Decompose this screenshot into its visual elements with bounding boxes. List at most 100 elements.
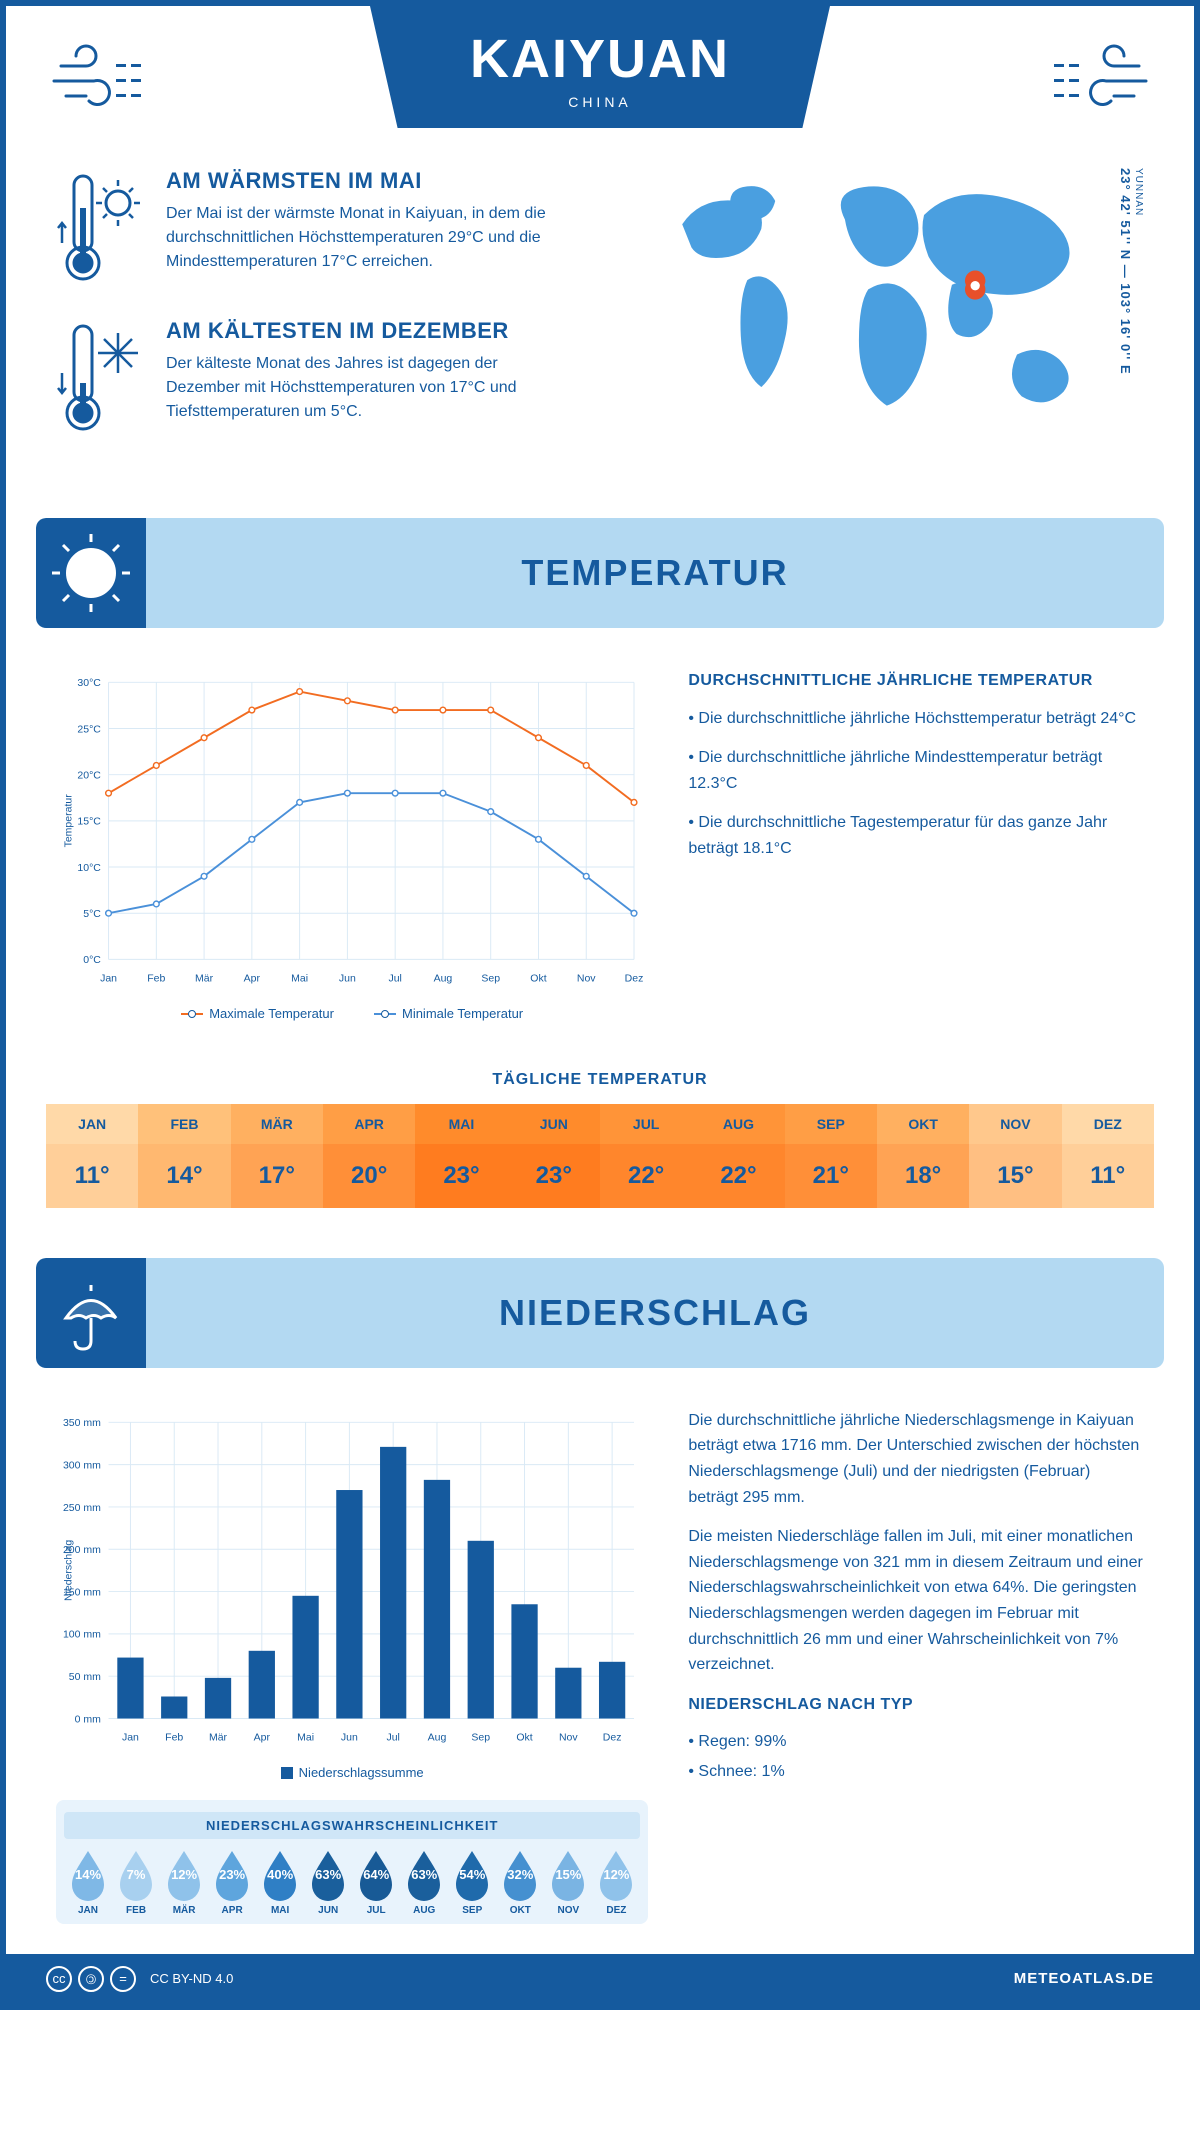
svg-text:Nov: Nov [577, 972, 596, 984]
temperature-text: DURCHSCHNITTLICHE JÄHRLICHE TEMPERATUR •… [688, 668, 1144, 1021]
svg-text:Temperatur: Temperatur [62, 794, 74, 848]
infographic-container: KAIYUAN CHINA [0, 0, 1200, 2010]
precip-bytype-heading: NIEDERSCHLAG NACH TYP [688, 1692, 1144, 1718]
temperature-row: 0°C5°C10°C15°C20°C25°C30°CJanFebMärAprMa… [6, 658, 1194, 1051]
daily-cell: JAN 11° [46, 1104, 138, 1208]
precip-p2: Die meisten Niederschläge fallen im Juli… [688, 1524, 1144, 1678]
region-label: YUNNAN [1133, 168, 1144, 367]
svg-text:Jun: Jun [339, 972, 356, 984]
svg-text:Sep: Sep [481, 972, 500, 984]
header: KAIYUAN CHINA [6, 6, 1194, 148]
wind-icon-left [46, 36, 166, 116]
temp-legend: Maximale Temperatur Minimale Temperatur [56, 1006, 648, 1021]
facts-column: AM WÄRMSTEN IM MAI Der Mai ist der wärms… [56, 168, 605, 468]
prob-cell: 7% FEB [112, 1849, 160, 1916]
daily-cell: FEB 14° [138, 1104, 230, 1208]
prob-cell: 12% MÄR [160, 1849, 208, 1916]
prob-cell: 14% JAN [64, 1849, 112, 1916]
site-name: METEOATLAS.DE [1014, 1970, 1154, 1987]
svg-text:Aug: Aug [428, 1731, 447, 1743]
svg-text:Okt: Okt [530, 972, 546, 984]
temp-bullet-1: • Die durchschnittliche jährliche Höchst… [688, 706, 1144, 732]
svg-text:Nov: Nov [559, 1731, 578, 1743]
svg-text:Mai: Mai [291, 972, 308, 984]
svg-text:250 mm: 250 mm [63, 1502, 101, 1514]
coordinates: YUNNAN 23° 42' 51'' N — 103° 16' 0'' E [1118, 168, 1144, 375]
umbrella-icon-box [36, 1258, 146, 1368]
svg-text:5°C: 5°C [83, 908, 101, 920]
daily-cell: JUN 23° [508, 1104, 600, 1208]
prob-cell: 12% DEZ [592, 1849, 640, 1916]
umbrella-icon [51, 1273, 131, 1353]
world-map [645, 168, 1110, 448]
legend-min: Minimale Temperatur [374, 1006, 523, 1021]
svg-text:10°C: 10°C [77, 862, 101, 874]
temperature-heading: TEMPERATUR [146, 552, 1164, 594]
coldest-fact: AM KÄLTESTEN IM DEZEMBER Der kälteste Mo… [56, 318, 605, 438]
svg-text:Mär: Mär [209, 1731, 228, 1743]
daily-cell: APR 20° [323, 1104, 415, 1208]
svg-text:30°C: 30°C [77, 677, 101, 689]
svg-text:Jan: Jan [122, 1731, 139, 1743]
cc-icon: cc [46, 1966, 72, 1992]
precipitation-chart: 0 mm50 mm100 mm150 mm200 mm250 mm300 mm3… [56, 1408, 648, 1924]
svg-text:Dez: Dez [603, 1731, 622, 1743]
daily-cell: DEZ 11° [1062, 1104, 1154, 1208]
title-banner: KAIYUAN CHINA [370, 6, 830, 128]
temperature-chart: 0°C5°C10°C15°C20°C25°C30°CJanFebMärAprMa… [56, 668, 648, 1021]
precipitation-row: 0 mm50 mm100 mm150 mm200 mm250 mm300 mm3… [6, 1398, 1194, 1954]
prob-cell: 23% APR [208, 1849, 256, 1916]
legend-max: Maximale Temperatur [181, 1006, 334, 1021]
precip-snow: • Schnee: 1% [688, 1759, 1144, 1785]
daily-temp-strip: JAN 11° FEB 14° MÄR 17° APR 20° MAI 23° … [46, 1104, 1154, 1208]
coldest-text: Der kälteste Monat des Jahres ist dagege… [166, 352, 546, 424]
svg-text:Okt: Okt [516, 1731, 532, 1743]
nd-icon: = [110, 1966, 136, 1992]
thermometer-cold-icon [56, 318, 146, 438]
daily-cell: MAI 23° [415, 1104, 507, 1208]
facts-row: AM WÄRMSTEN IM MAI Der Mai ist der wärms… [6, 148, 1194, 508]
precip-p1: Die durchschnittliche jährliche Niedersc… [688, 1408, 1144, 1510]
probability-title: NIEDERSCHLAGSWAHRSCHEINLICHKEIT [64, 1812, 640, 1839]
country-name: CHINA [470, 94, 730, 110]
precip-legend: Niederschlagssumme [56, 1765, 648, 1780]
svg-text:50 mm: 50 mm [69, 1671, 101, 1683]
svg-text:100 mm: 100 mm [63, 1629, 101, 1641]
prob-cell: 63% JUN [304, 1849, 352, 1916]
svg-text:Dez: Dez [625, 972, 644, 984]
daily-cell: AUG 22° [692, 1104, 784, 1208]
coldest-title: AM KÄLTESTEN IM DEZEMBER [166, 318, 546, 344]
daily-cell: MÄR 17° [231, 1104, 323, 1208]
svg-text:0 mm: 0 mm [75, 1713, 102, 1725]
svg-text:Aug: Aug [434, 972, 453, 984]
svg-text:Apr: Apr [244, 972, 261, 984]
legend-precip: Niederschlagssumme [281, 1765, 424, 1780]
svg-text:300 mm: 300 mm [63, 1459, 101, 1471]
daily-cell: NOV 15° [969, 1104, 1061, 1208]
coords-text: 23° 42' 51'' N — 103° 16' 0'' E [1118, 168, 1133, 375]
precip-rain: • Regen: 99% [688, 1729, 1144, 1755]
sun-icon [46, 528, 136, 618]
temperature-section-bar: TEMPERATUR [36, 518, 1164, 628]
sun-icon-box [36, 518, 146, 628]
precipitation-text: Die durchschnittliche jährliche Niedersc… [688, 1408, 1144, 1924]
prob-cell: 54% SEP [448, 1849, 496, 1916]
svg-text:20°C: 20°C [77, 770, 101, 782]
probability-box: NIEDERSCHLAGSWAHRSCHEINLICHKEIT 14% JAN … [56, 1800, 648, 1924]
wind-icon-right [1034, 36, 1154, 116]
svg-text:Apr: Apr [254, 1731, 271, 1743]
temp-bullet-2: • Die durchschnittliche jährliche Mindes… [688, 745, 1144, 796]
svg-text:Jul: Jul [388, 972, 401, 984]
footer: cc 🄯 = CC BY-ND 4.0 METEOATLAS.DE [6, 1954, 1194, 2004]
svg-text:Jun: Jun [341, 1731, 358, 1743]
license-block: cc 🄯 = CC BY-ND 4.0 [46, 1966, 233, 1992]
svg-text:Mär: Mär [195, 972, 214, 984]
svg-text:Sep: Sep [471, 1731, 490, 1743]
temp-text-heading: DURCHSCHNITTLICHE JÄHRLICHE TEMPERATUR [688, 668, 1144, 694]
temp-bullet-3: • Die durchschnittliche Tagestemperatur … [688, 810, 1144, 861]
svg-text:Jul: Jul [386, 1731, 399, 1743]
thermometer-hot-icon [56, 168, 146, 288]
svg-text:Mai: Mai [297, 1731, 314, 1743]
svg-text:Niederschlag: Niederschlag [62, 1539, 74, 1600]
prob-cell: 64% JUL [352, 1849, 400, 1916]
